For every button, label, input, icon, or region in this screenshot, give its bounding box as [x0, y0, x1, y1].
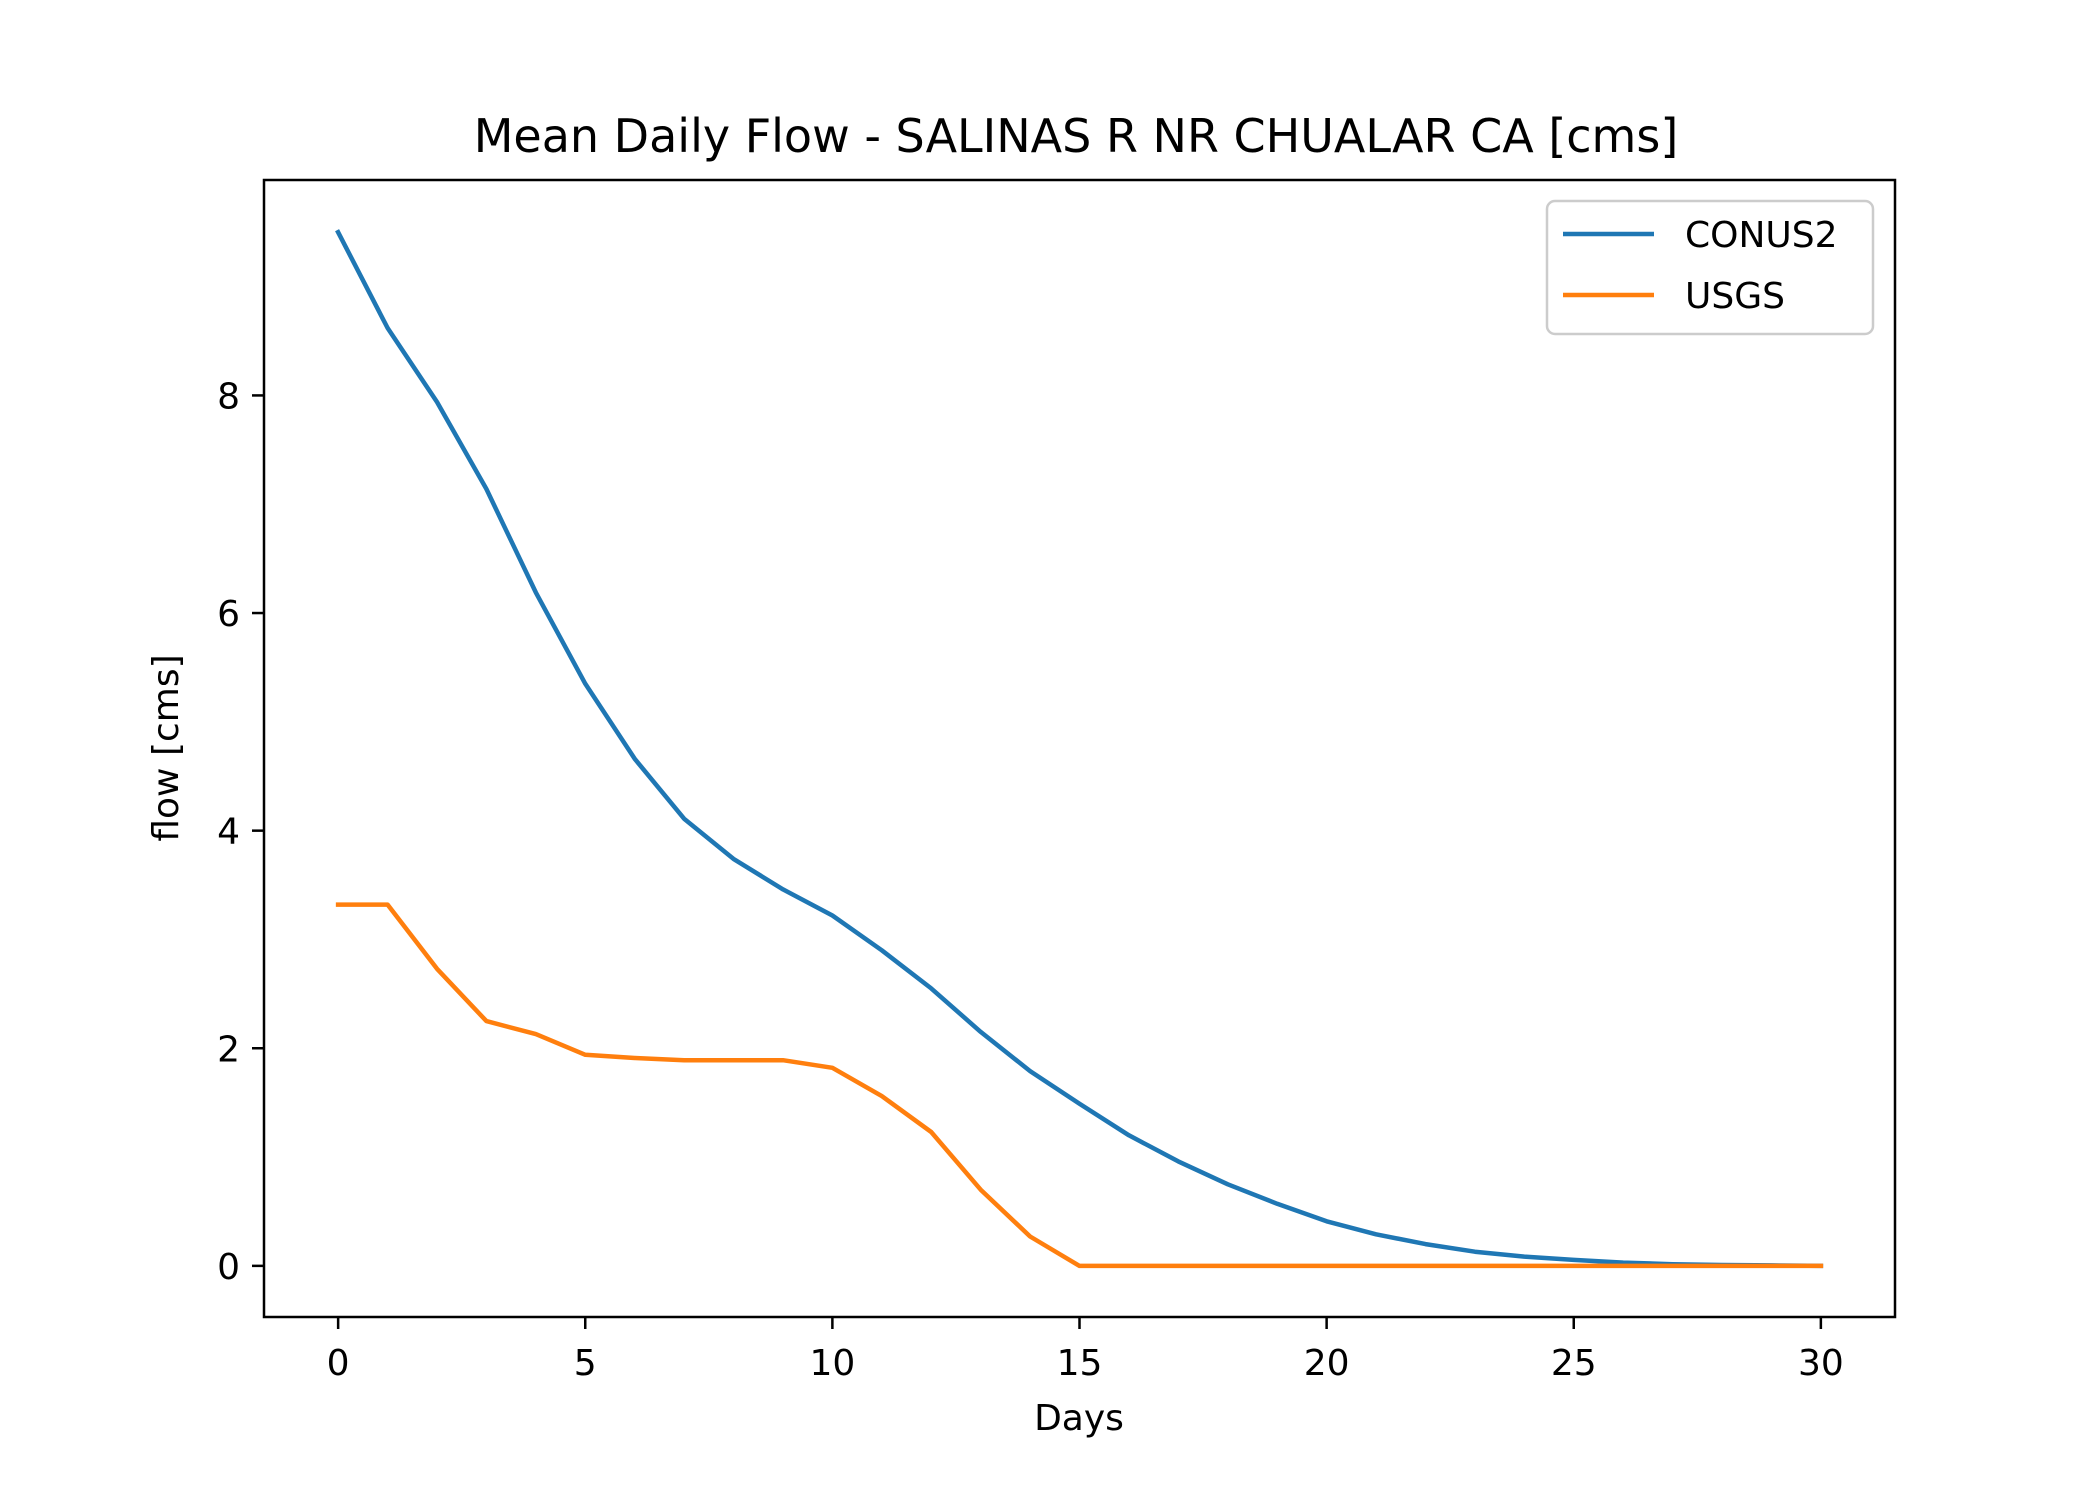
series-layer	[335, 229, 1824, 1269]
x-tick-label: 10	[809, 1343, 855, 1384]
x-tick-label: 30	[1798, 1343, 1844, 1384]
plot-area-frame	[262, 178, 1897, 1319]
legend-label-conus2: CONUS2	[1685, 215, 1838, 256]
x-tick-label: 5	[574, 1343, 597, 1384]
y-tick-label: 0	[217, 1247, 240, 1288]
series-line-usgs	[335, 902, 1824, 1269]
y-tick-label: 2	[217, 1029, 240, 1070]
x-tick-label: 15	[1057, 1343, 1103, 1384]
y-tick-label: 6	[217, 594, 240, 635]
x-tick-label: 0	[327, 1343, 350, 1384]
y-tick-label: 4	[217, 812, 240, 853]
chart-title: Mean Daily Flow - SALINAS R NR CHUALAR C…	[474, 109, 1679, 163]
y-axis-ticks: 0 2 4 6 8	[217, 376, 264, 1288]
legend: CONUS2 USGS	[1545, 199, 1875, 336]
series-line-conus2	[335, 229, 1824, 1269]
x-tick-label: 20	[1304, 1343, 1350, 1384]
x-axis-label: Days	[1034, 1398, 1124, 1439]
y-axis-label: flow [cms]	[146, 654, 187, 841]
legend-label-usgs: USGS	[1685, 276, 1785, 317]
x-axis-ticks: 0 5 10 15 20 25 30	[327, 1317, 1844, 1384]
x-tick-label: 25	[1551, 1343, 1597, 1384]
y-tick-label: 8	[217, 376, 240, 417]
